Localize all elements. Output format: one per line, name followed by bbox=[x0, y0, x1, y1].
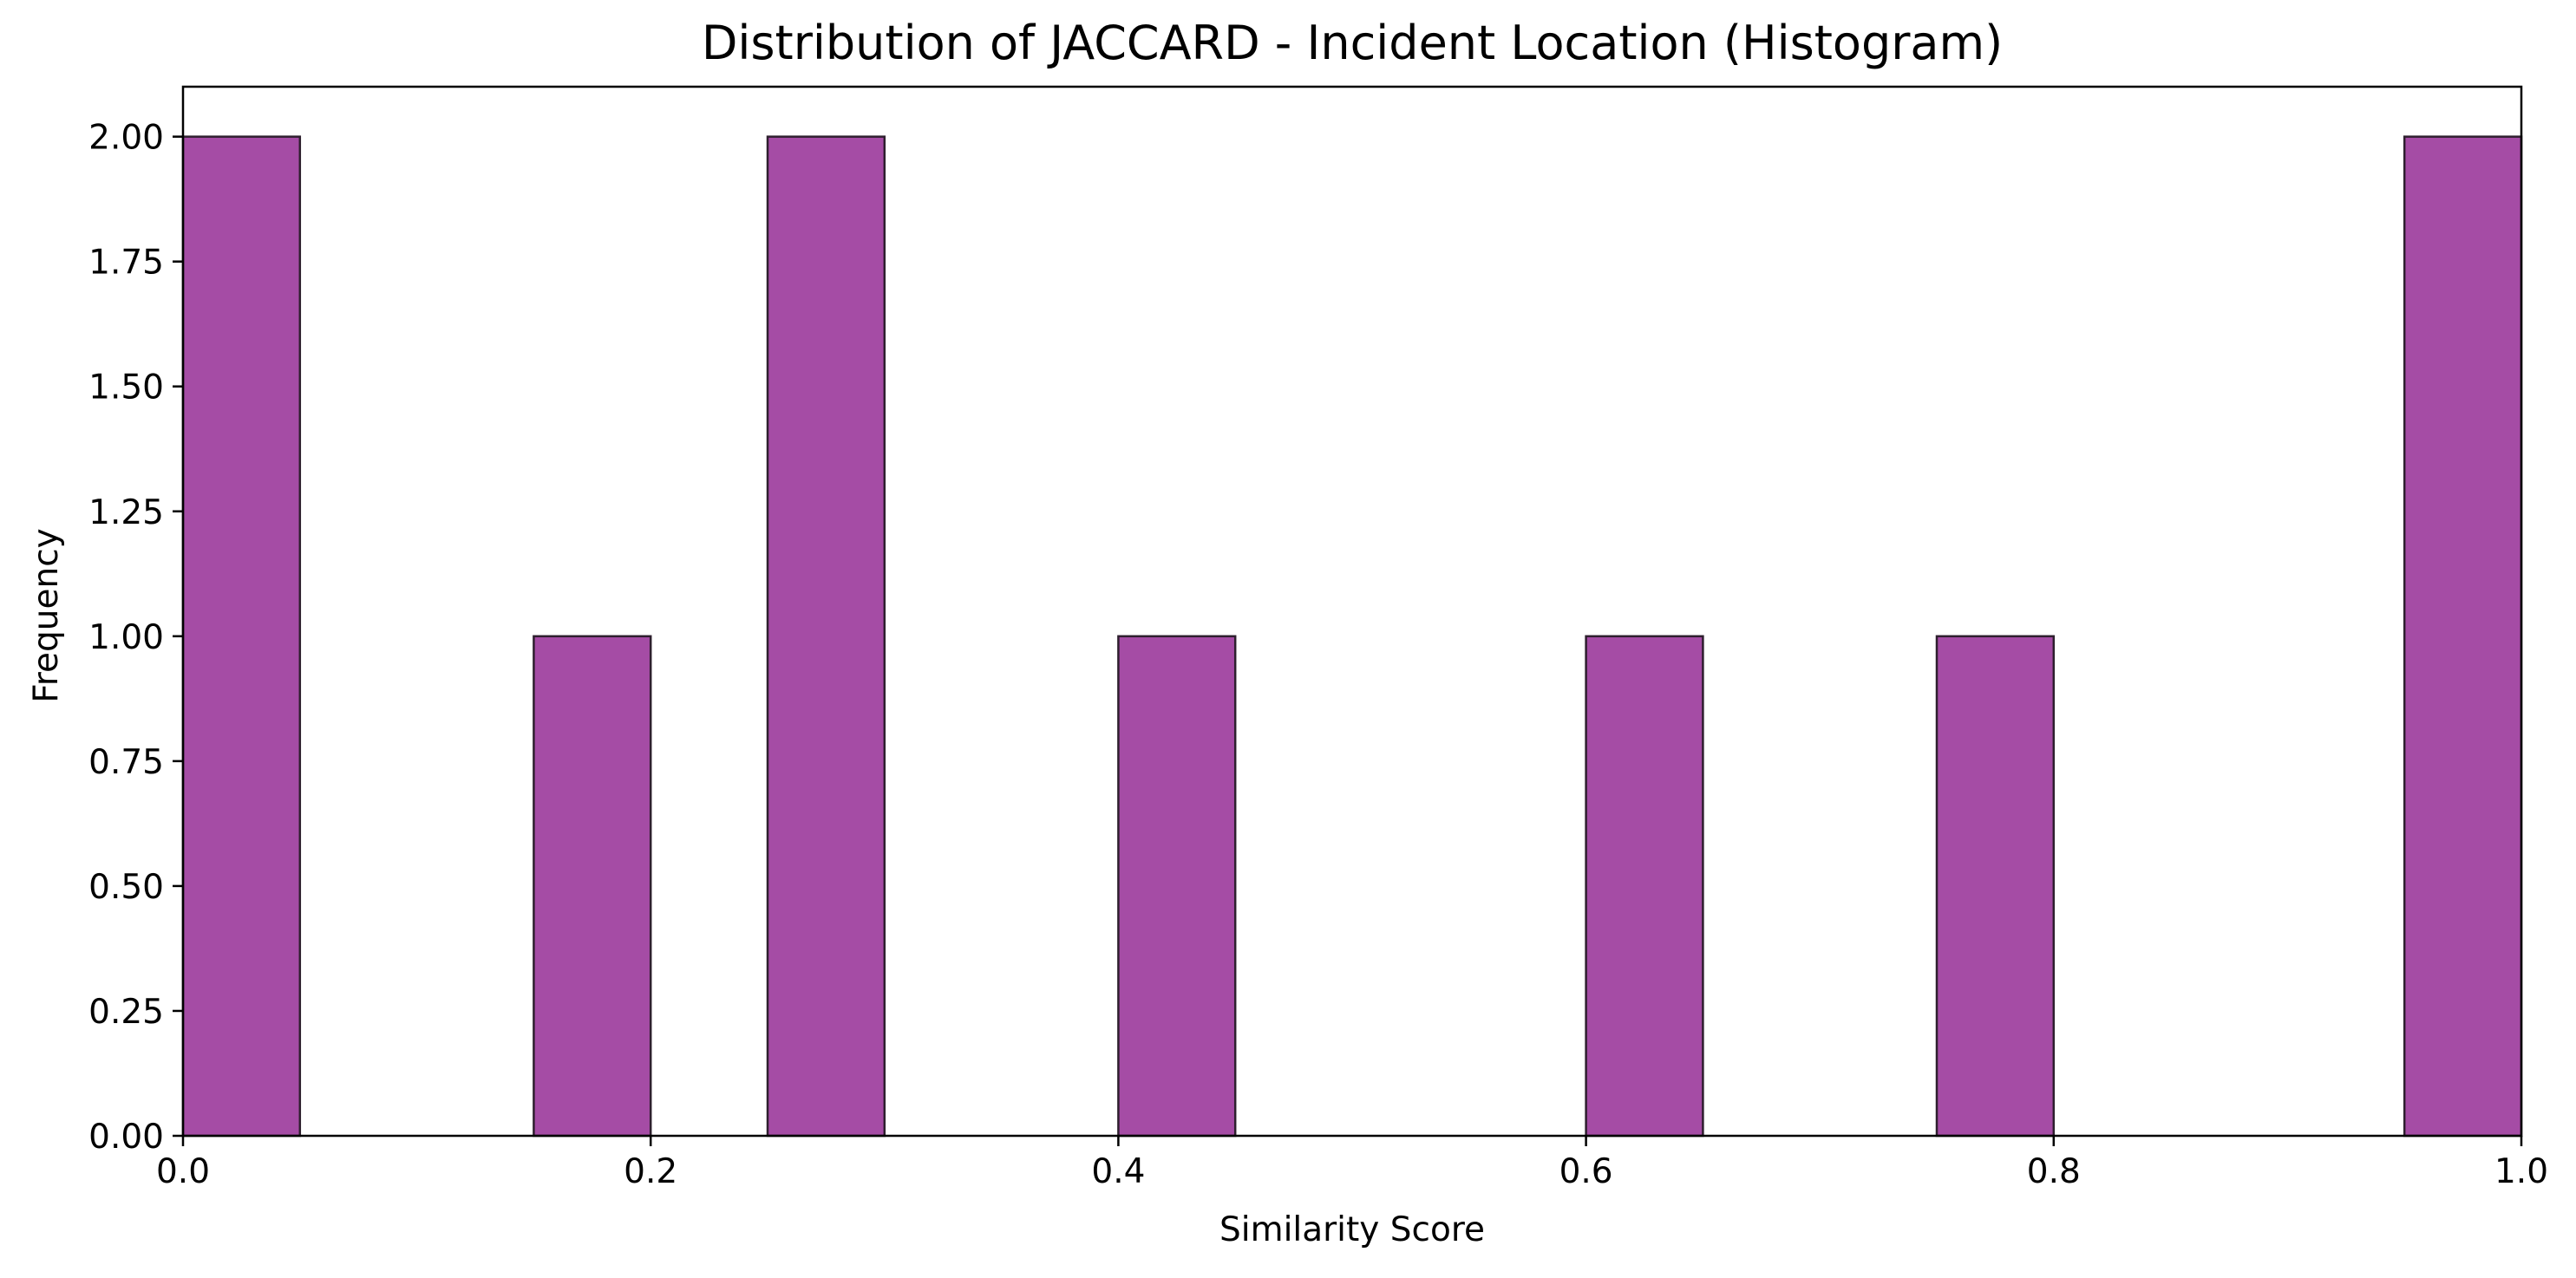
histogram-bar-6 bbox=[2403, 135, 2523, 1138]
chart-title: Distribution of JACCARD - Incident Locat… bbox=[702, 16, 2003, 70]
x-axis-label: Similarity Score bbox=[1219, 1210, 1485, 1249]
histogram-bar-3 bbox=[1117, 635, 1237, 1138]
x-tick-label-1: 0.2 bbox=[624, 1152, 677, 1191]
ticks-layer: 0.0 0.2 0.4 0.6 0.8 1.0 0.00 0.25 0.50 0.75 1.00 1.… bbox=[88, 119, 2548, 1191]
x-tick-label-3: 0.6 bbox=[1559, 1152, 1613, 1191]
histogram-bar-5 bbox=[1935, 635, 2056, 1138]
x-tick-label-5: 1.0 bbox=[2494, 1152, 2548, 1191]
y-tick-label-3: 0.75 bbox=[88, 743, 164, 782]
y-tick-label-4: 1.00 bbox=[88, 618, 164, 657]
y-tick-label-5: 1.25 bbox=[88, 493, 164, 532]
y-tick-label-6: 1.50 bbox=[88, 368, 164, 408]
y-tick-label-8: 2.00 bbox=[88, 119, 164, 158]
histogram-bar-0 bbox=[181, 135, 302, 1138]
x-tick-label-2: 0.4 bbox=[1091, 1152, 1145, 1191]
y-tick-label-0: 0.00 bbox=[88, 1118, 164, 1157]
x-tick-label-0: 0.0 bbox=[156, 1152, 210, 1191]
histogram-bar-2 bbox=[766, 135, 886, 1138]
axes-layer bbox=[181, 85, 2523, 1138]
histogram-bar-1 bbox=[533, 635, 652, 1138]
bars-layer bbox=[181, 135, 2523, 1138]
y-tick-label-2: 0.50 bbox=[88, 868, 164, 907]
x-tick-label-4: 0.8 bbox=[2027, 1152, 2081, 1191]
y-tick-label-1: 0.25 bbox=[88, 993, 164, 1032]
y-tick-label-7: 1.75 bbox=[88, 244, 164, 283]
plot-frame bbox=[181, 85, 2523, 1138]
histogram-bar-4 bbox=[1585, 635, 1704, 1138]
y-axis-label: Frequency bbox=[27, 528, 66, 702]
